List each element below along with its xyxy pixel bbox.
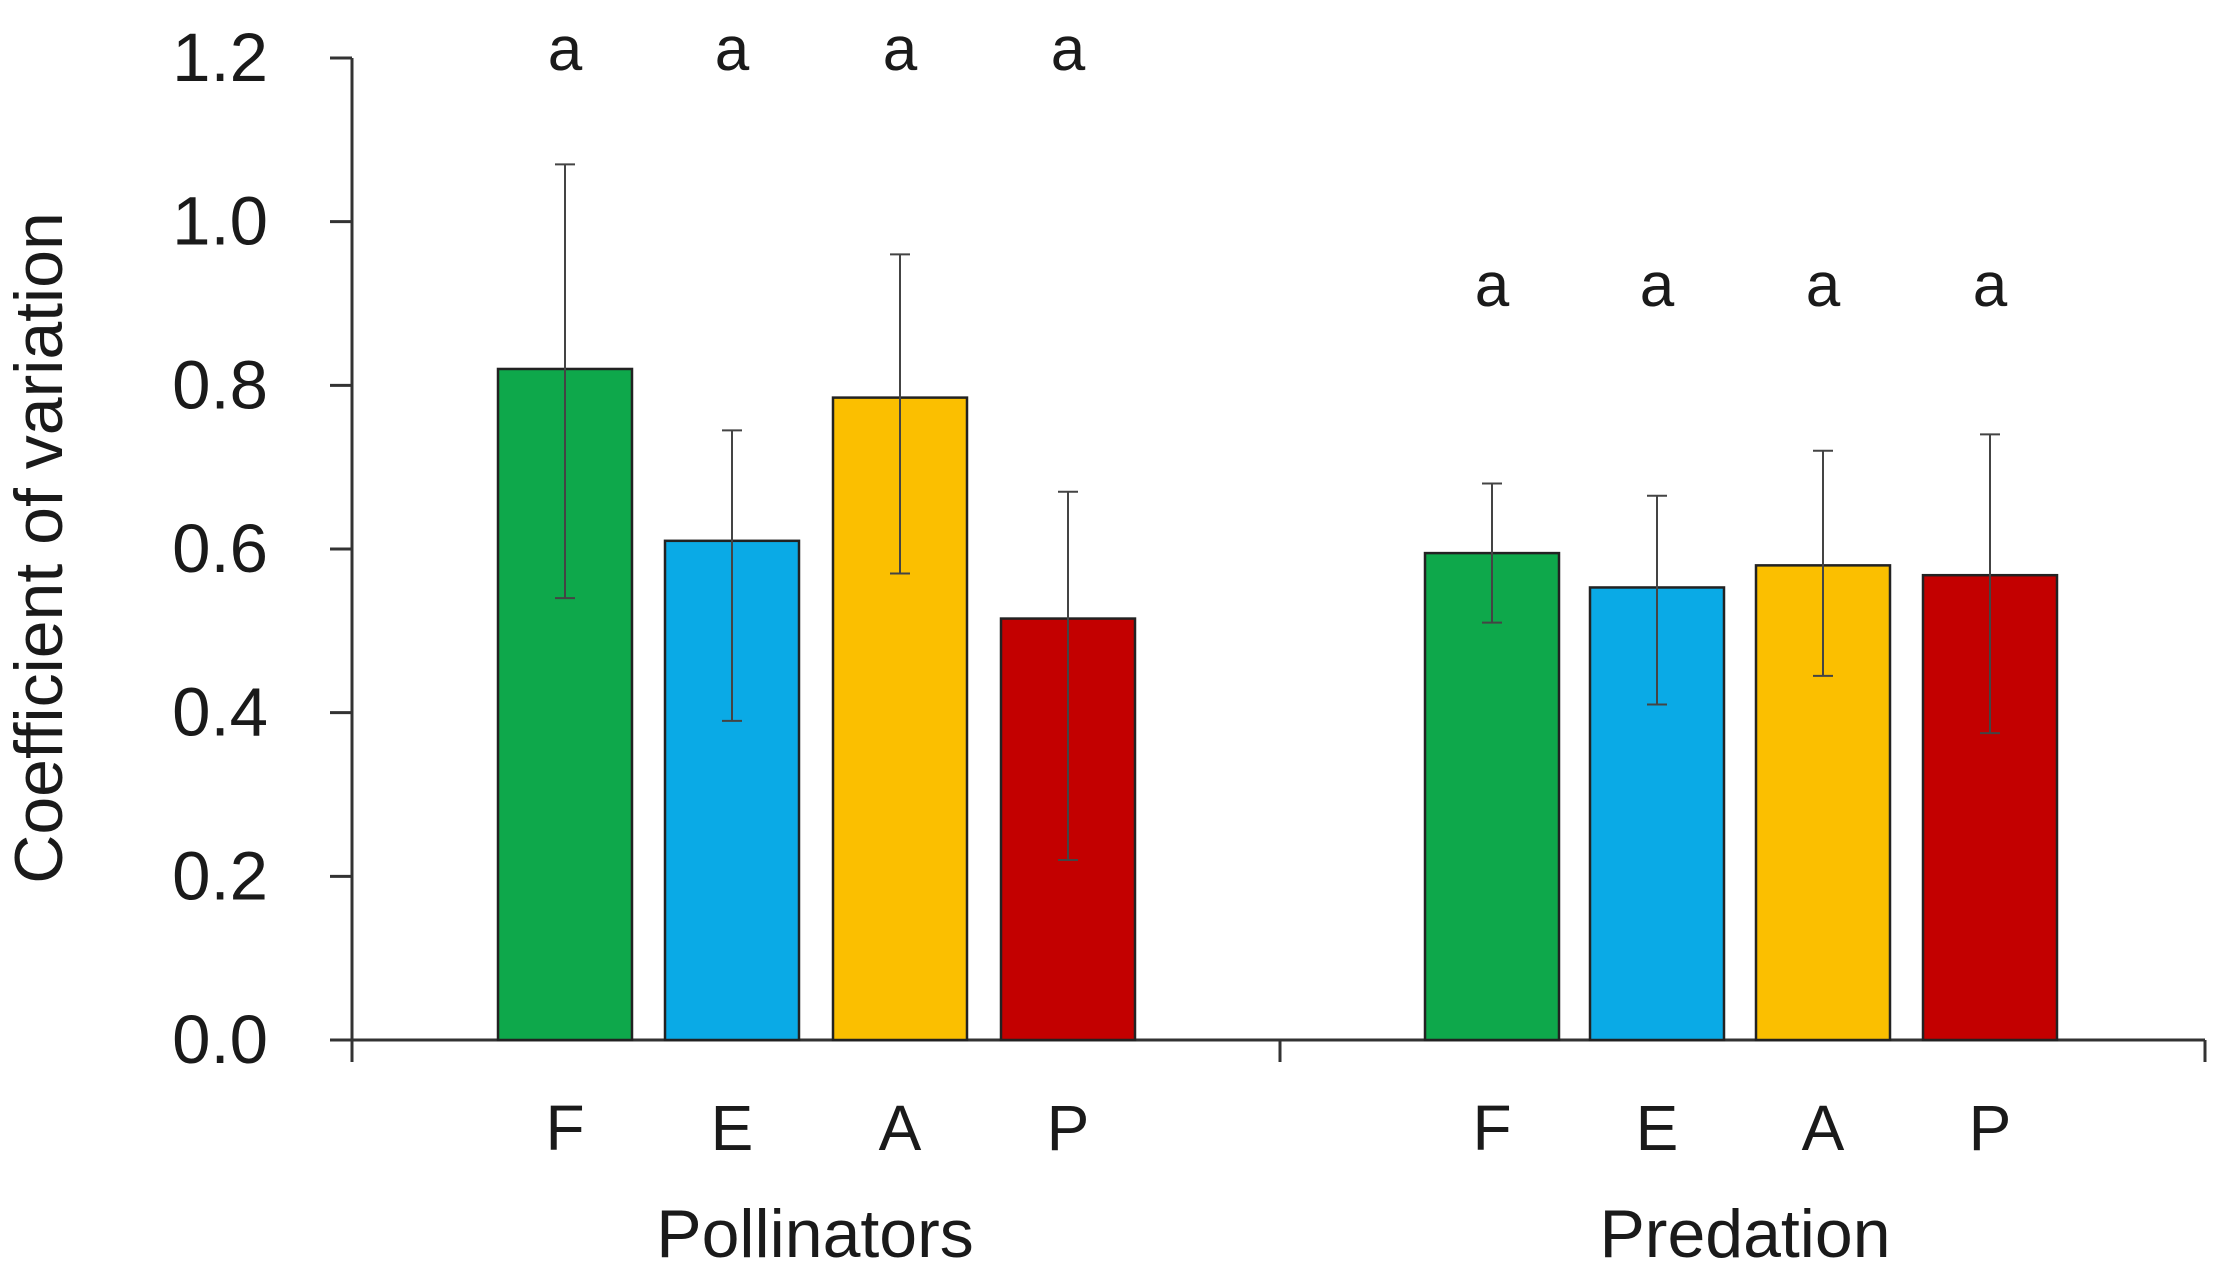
y-tick-label: 1.2 <box>172 19 268 96</box>
significance-label: a <box>1973 251 2008 320</box>
bar <box>1423 551 1561 1042</box>
significance-label: a <box>548 15 583 84</box>
significance-label: a <box>1640 251 1675 320</box>
x-tick-label: E <box>1636 1092 1679 1164</box>
x-tick-label: E <box>711 1092 754 1164</box>
x-tick-label: P <box>1047 1092 1090 1164</box>
x-tick-label: A <box>879 1092 922 1164</box>
significance-label: a <box>1475 251 1510 320</box>
x-tick-label: P <box>1969 1092 2012 1164</box>
significance-label: a <box>883 15 918 84</box>
chart-marks: 0.0 0.2 0.4 0.6 0.8 1.0 1.2 a Fa Ea Aa P Pollinators… <box>172 15 2207 1265</box>
significance-label: a <box>715 15 750 84</box>
y-axis-title: Coefficient of variation <box>1 212 77 884</box>
significance-label: a <box>1806 251 1841 320</box>
group-label: Pollinators <box>656 1196 974 1265</box>
y-tick-label: 0.6 <box>172 510 268 587</box>
y-tick-label: 1.0 <box>172 183 268 260</box>
y-tick-label: 0.4 <box>172 674 268 751</box>
x-tick-label: F <box>545 1092 584 1164</box>
y-tick-label: 0.2 <box>172 837 268 914</box>
x-tick-label: F <box>1472 1092 1511 1164</box>
y-tick-label: 0.8 <box>172 346 268 423</box>
group-label: Predation <box>1599 1196 1890 1265</box>
y-tick-label: 0.0 <box>172 1001 268 1078</box>
significance-label: a <box>1051 15 1086 84</box>
x-tick-label: A <box>1802 1092 1845 1164</box>
